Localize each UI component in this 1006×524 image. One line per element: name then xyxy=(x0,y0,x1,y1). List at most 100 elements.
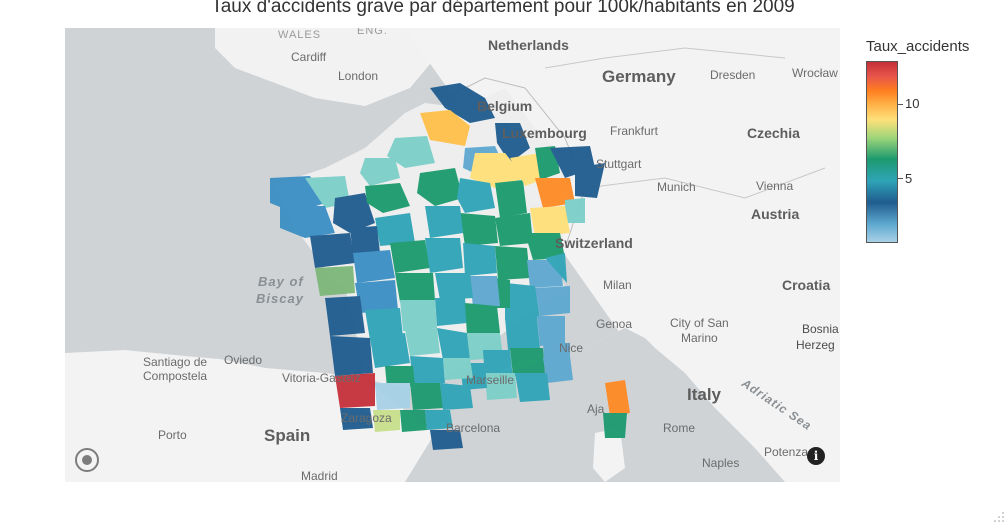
label-naples: Naples xyxy=(702,456,740,470)
dept-aude xyxy=(425,410,453,430)
label-genoa: Genoa xyxy=(596,317,633,331)
label-zaragoza: Zaragoza xyxy=(341,411,392,425)
colorbar xyxy=(866,61,898,243)
dept-isere xyxy=(505,283,540,320)
label-vienna: Vienna xyxy=(756,179,794,193)
label-czechia: Czechia xyxy=(747,125,800,141)
label-italy: Italy xyxy=(687,385,722,404)
dept-var xyxy=(515,373,550,402)
sea-med xyxy=(365,328,785,482)
dept-cantal xyxy=(437,328,470,360)
dept-corse-s xyxy=(603,413,627,438)
label-spain: Spain xyxy=(264,426,311,445)
dept-mayenne xyxy=(350,226,380,256)
label-vitoria: Vitoria-Gasteiz xyxy=(282,371,361,385)
dept-pas-de-calais xyxy=(420,110,470,146)
label-netherlands: Netherlands xyxy=(488,37,569,53)
label-marseille: Marseille xyxy=(466,373,515,387)
dept-allier xyxy=(435,273,473,300)
resize-handle-icon[interactable] xyxy=(994,512,1004,522)
dept-maine-loire xyxy=(353,250,395,283)
dept-pyr-orientales xyxy=(430,430,463,450)
map-basemap xyxy=(65,28,840,482)
dept-savoie xyxy=(535,286,570,316)
dept-puy-dome xyxy=(465,303,500,335)
land-sardinia xyxy=(593,428,625,482)
colorbar-tick-10 xyxy=(898,104,903,105)
dept-pyr-atl xyxy=(340,408,373,430)
dept-haute-garonne xyxy=(373,410,400,432)
dept-aveyron xyxy=(410,356,445,386)
label-nice: Nice xyxy=(559,341,584,355)
dept-marne xyxy=(470,153,525,188)
dept-haute-marne xyxy=(495,180,527,218)
dept-haute-savoie xyxy=(545,253,567,283)
dept-lozere xyxy=(443,358,473,380)
label-cardiff: Cardiff xyxy=(291,50,327,64)
label-barcelona: Barcelona xyxy=(446,421,501,435)
dept-deux-sevres xyxy=(355,280,398,313)
label-city-of-san-2: Marino xyxy=(681,331,718,345)
dept-bas-rhin xyxy=(575,163,605,198)
label-porto: Porto xyxy=(158,428,187,442)
dept-tarn xyxy=(410,383,443,410)
label-dresden: Dresden xyxy=(710,68,756,82)
colorbar-label-10: 10 xyxy=(905,96,920,111)
dept-nievre xyxy=(463,243,497,276)
dept-correze xyxy=(405,328,440,356)
label-luxembourg: Luxembourg xyxy=(502,125,587,141)
dept-corse-n xyxy=(605,380,630,416)
label-city-of-san-1: City of San xyxy=(670,316,729,330)
sea-bay xyxy=(65,128,355,363)
label-stuttgart: Stuttgart xyxy=(596,157,642,171)
dept-saone-loire xyxy=(495,246,530,280)
dept-vaucluse xyxy=(510,348,545,376)
dept-drome xyxy=(505,318,540,350)
colorbar-label-5: 5 xyxy=(905,171,913,186)
land-channel-uk xyxy=(225,28,415,86)
dept-charente xyxy=(365,308,403,340)
dept-loire xyxy=(470,276,500,308)
label-madrid: Madrid xyxy=(301,469,338,482)
dept-gers xyxy=(375,383,410,410)
info-button[interactable]: i xyxy=(807,447,825,465)
label-oviedo: Oviedo xyxy=(224,353,263,367)
dept-yonne xyxy=(460,213,498,246)
label-santiago-2: Compostela xyxy=(143,369,208,383)
dept-ille-vilaine xyxy=(333,193,375,233)
dept-seine-maritime xyxy=(387,136,435,168)
label-bay-of-biscay-2: Biscay xyxy=(256,291,304,306)
map-view[interactable]: WALES ENG. Netherlands Cardiff London Ge… xyxy=(65,28,840,482)
reset-north-button[interactable] xyxy=(75,448,99,472)
dept-vendee xyxy=(315,266,355,296)
label-wroclaw: Wrocław xyxy=(792,66,838,80)
dept-sarthe xyxy=(375,213,415,246)
label-croatia: Croatia xyxy=(782,277,831,293)
dept-ardeche xyxy=(483,350,513,380)
dept-ariege xyxy=(400,410,427,432)
label-wales: WALES xyxy=(278,29,322,41)
label-potenza: Potenza xyxy=(764,445,809,459)
dept-hautes-alpes xyxy=(537,316,565,346)
dept-lot xyxy=(385,366,415,388)
dept-cote-or xyxy=(495,213,533,246)
label-austria: Austria xyxy=(751,206,800,222)
dept-haute-vienne xyxy=(400,300,437,331)
dept-cher xyxy=(425,238,463,273)
dept-indre xyxy=(395,273,435,302)
label-london: London xyxy=(338,69,379,83)
dept-indre-loire xyxy=(390,240,430,273)
dept-gironde xyxy=(330,336,373,376)
label-eng: ENG. xyxy=(357,28,388,37)
dept-aube xyxy=(457,178,495,213)
dept-creuse xyxy=(435,298,467,326)
label-rome: Rome xyxy=(663,421,696,435)
label-bosnia-1: Bosnia xyxy=(802,322,839,336)
label-bosnia-2: Herzeg xyxy=(796,338,835,352)
dept-landes xyxy=(335,373,375,408)
dept-calvados xyxy=(360,158,400,186)
dept-loiret xyxy=(425,206,463,238)
dept-orne xyxy=(365,183,410,213)
land-italy xyxy=(625,308,840,482)
dept-nord xyxy=(430,83,495,123)
